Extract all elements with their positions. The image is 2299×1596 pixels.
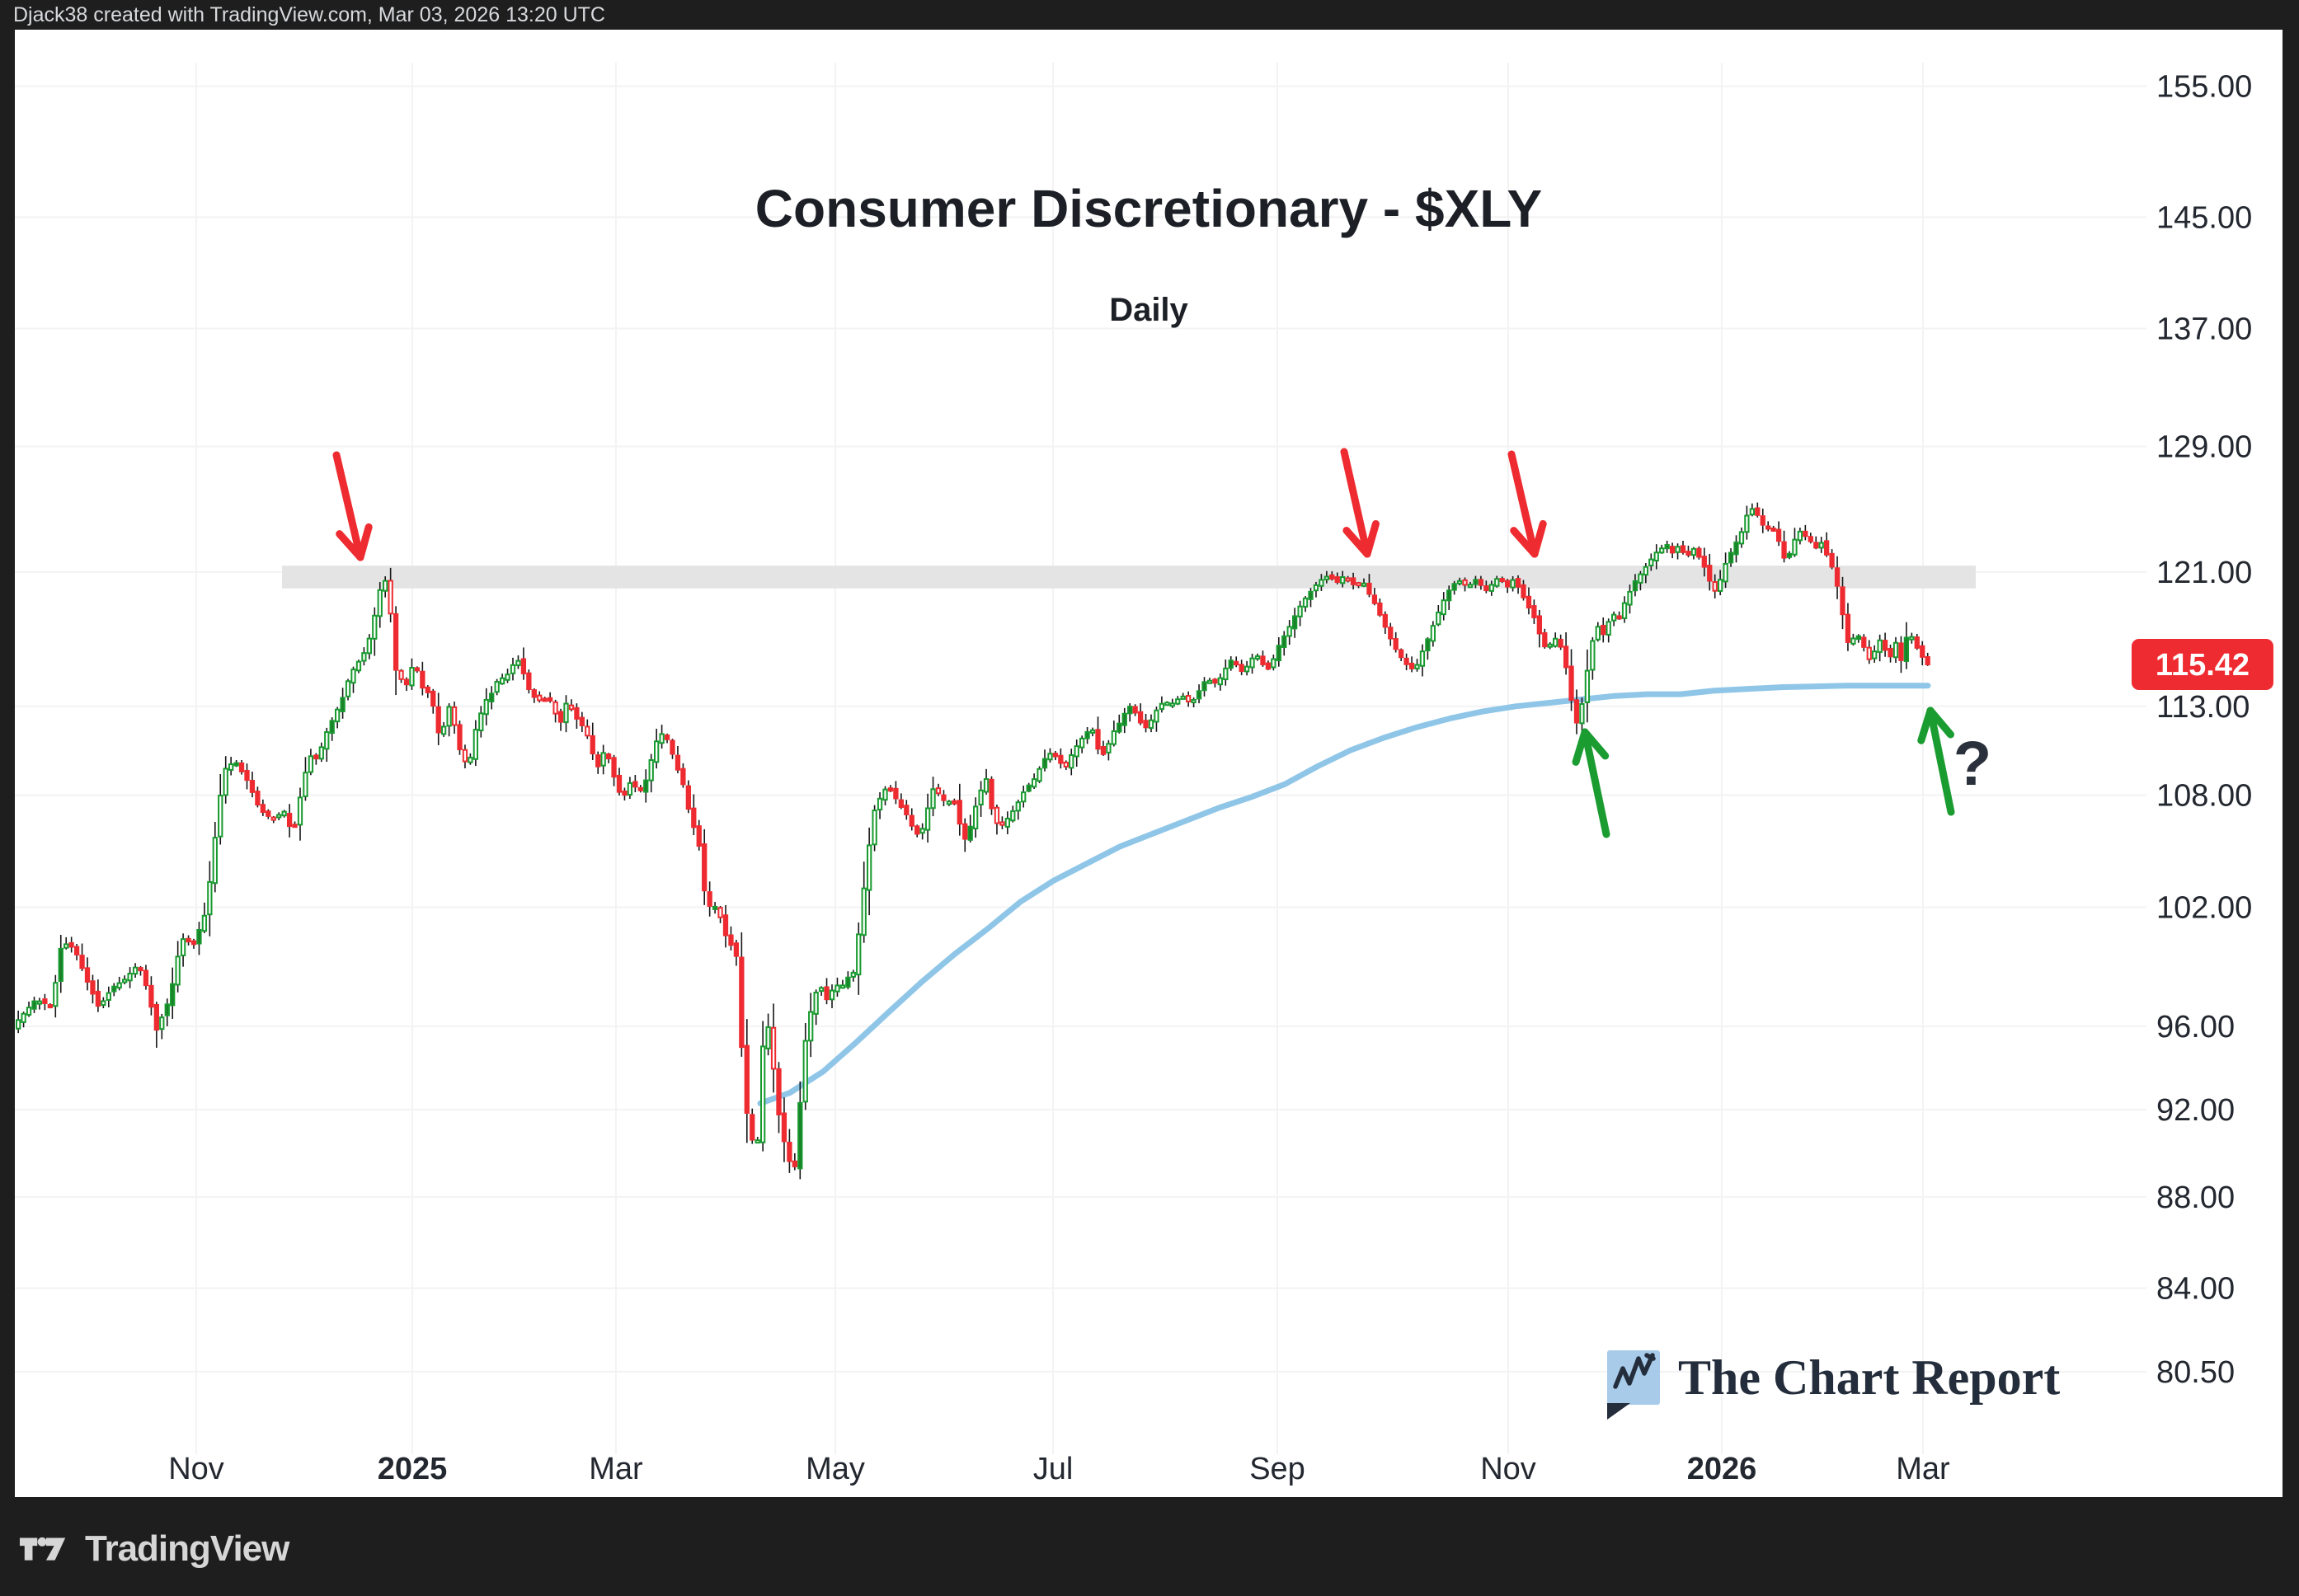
time-tick-label: Nov (1480, 1452, 1536, 1486)
price-tick-label: 129.00 (2156, 430, 2252, 465)
time-tick-label: Sep (1249, 1452, 1305, 1486)
svg-text:115.42: 115.42 (2156, 648, 2250, 683)
price-tick-label: 113.00 (2156, 690, 2250, 725)
support-arrow-1-icon (1572, 728, 1610, 838)
price-tick-label: 92.00 (2156, 1093, 2235, 1128)
chart-report-logo[interactable]: The Chart Report (1607, 1350, 2060, 1420)
last-price-badge: 115.42 (2132, 639, 2273, 690)
chart-panel: ? 155.00 145.00 137.00 129.00 121.00 113.00 108… (15, 30, 2283, 1497)
tradingview-icon (19, 1537, 66, 1561)
time-tick-label: 2025 (378, 1452, 448, 1486)
price-tick-label: 80.50 (2156, 1355, 2235, 1390)
resistance-arrow-1-icon (332, 451, 373, 561)
resistance-arrow-3-icon (1507, 450, 1547, 558)
footer-bar: TradingView (0, 1497, 2299, 1596)
question-mark: ? (1953, 729, 1991, 799)
price-tick-label: 145.00 (2156, 200, 2252, 235)
price-tick-label: 108.00 (2156, 779, 2252, 814)
chart-report-label: The Chart Report (1678, 1350, 2060, 1405)
price-tick-label: 88.00 (2156, 1181, 2235, 1215)
time-tick-label: Jul (1033, 1452, 1074, 1486)
page-title: Consumer Discretionary - $XLY (755, 179, 1543, 238)
grid-lines (15, 63, 2146, 1454)
candles-layer (16, 502, 1930, 1180)
price-tick-label: 121.00 (2156, 556, 2252, 590)
price-tick-label: 102.00 (2156, 891, 2252, 926)
resistance-zone (282, 566, 1976, 589)
price-tick-label: 96.00 (2156, 1010, 2235, 1044)
price-axis: 155.00 145.00 137.00 129.00 121.00 113.00 108.… (2156, 70, 2252, 1390)
time-axis: Nov 2025 Mar May Jul Sep Nov 2026 Mar (168, 1452, 1950, 1486)
annotation-arrows (332, 448, 1955, 838)
candlestick-chart: ? 155.00 145.00 137.00 129.00 121.00 113.00 108… (15, 63, 2273, 1486)
tradingview-label: TradingView (85, 1528, 289, 1569)
moving-average-line (757, 683, 1931, 1106)
resistance-arrow-2-icon (1340, 448, 1380, 558)
attribution-text: Djack38 created with TradingView.com, Ma… (13, 3, 605, 26)
time-tick-label: Mar (1896, 1452, 1950, 1486)
support-arrow-2-icon (1917, 706, 1955, 816)
tradingview-logo[interactable]: TradingView (19, 1528, 289, 1570)
price-tick-label: 84.00 (2156, 1272, 2235, 1307)
time-tick-label: Mar (589, 1452, 643, 1486)
price-tick-label: 137.00 (2156, 312, 2252, 346)
attribution-bar: Djack38 created with TradingView.com, Ma… (0, 0, 2299, 30)
time-tick-label: Nov (168, 1452, 224, 1486)
time-tick-label: May (806, 1452, 865, 1486)
page-subtitle: Daily (1109, 292, 1188, 328)
price-tick-label: 155.00 (2156, 70, 2252, 105)
time-tick-label: 2026 (1687, 1452, 1757, 1486)
